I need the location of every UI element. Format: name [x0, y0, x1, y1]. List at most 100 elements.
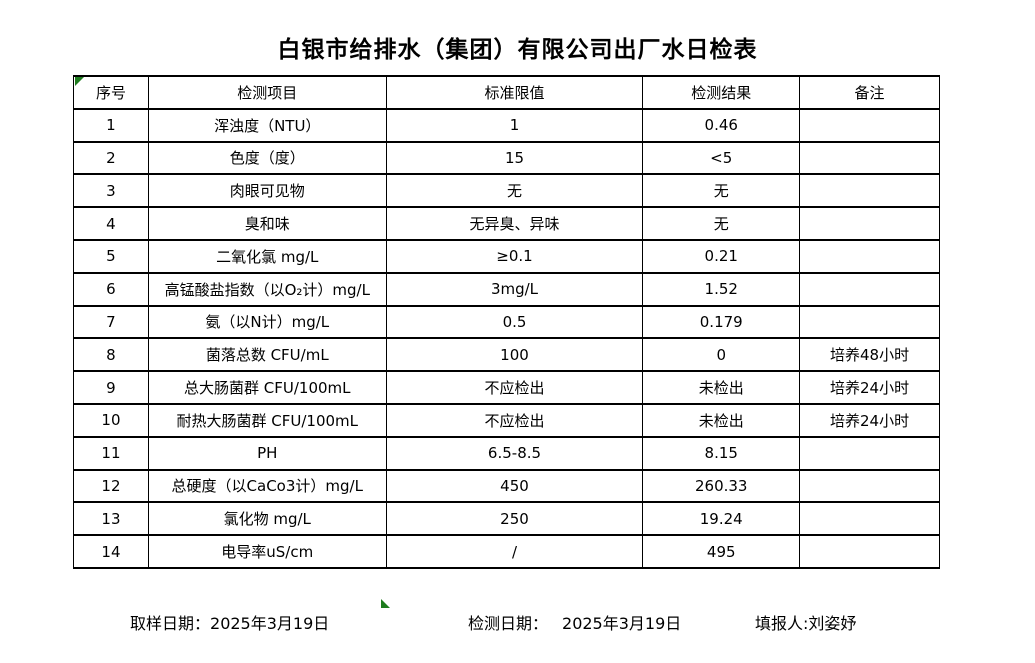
- header-row: 序号 检测项目 标准限值 检测结果 备注: [73, 75, 940, 110]
- cell-remark: [799, 238, 940, 274]
- sampling-date-value: 2025年3月19日: [210, 614, 330, 633]
- table-row: 6 高锰酸盐指数（以O₂计）mg/L 3mg/L 1.52: [73, 271, 940, 307]
- reporter-label: 填报人:: [755, 614, 809, 633]
- cell-result: 未检出: [642, 402, 801, 438]
- table-row: 14 电导率uS/cm / 495: [73, 534, 940, 569]
- cell-serial: 4: [73, 206, 149, 241]
- cell-item: 电导率uS/cm: [147, 534, 387, 569]
- cell-item: 氯化物 mg/L: [147, 501, 387, 537]
- cell-remark: [799, 173, 940, 209]
- cell-result: 0: [642, 337, 801, 373]
- cell-remark: 培养24小时: [799, 402, 940, 438]
- cell-serial: 1: [73, 107, 149, 143]
- cell-item: 菌落总数 CFU/mL: [147, 337, 387, 373]
- testing-date-label: 检测日期：: [468, 614, 549, 633]
- column-header-serial: 序号: [73, 75, 149, 110]
- cell-standard: 不应检出: [385, 370, 644, 405]
- sampling-date: 取样日期：2025年3月19日: [130, 610, 329, 634]
- table-row: 2 色度（度） 15 <5: [73, 140, 940, 176]
- cell-remark: 培养24小时: [799, 370, 940, 405]
- table-row: 13 氯化物 mg/L 250 19.24: [73, 501, 940, 537]
- cell-result: 19.24: [642, 501, 801, 537]
- table-row: 11 PH 6.5-8.5 8.15: [73, 435, 940, 471]
- cell-item: 浑浊度（NTU）: [147, 107, 387, 143]
- cell-standard: ≥0.1: [385, 238, 644, 274]
- cell-result: 495: [642, 534, 801, 569]
- daily-check-table-container: 序号 检测项目 标准限值 检测结果 备注 1 浑浊度（NTU） 1 0.46 2…: [73, 75, 940, 608]
- cell-standard: 15: [385, 140, 644, 176]
- cell-result: <5: [642, 140, 801, 176]
- cell-result: 1.52: [642, 271, 801, 307]
- table-row: 12 总硬度（以CaCo3计）mg/L 450 260.33: [73, 468, 940, 504]
- table-row: 1 浑浊度（NTU） 1 0.46: [73, 107, 940, 143]
- cell-standard: 6.5-8.5: [385, 435, 644, 471]
- cell-serial: 12: [73, 468, 149, 504]
- cell-item: 氨（以N计）mg/L: [147, 304, 387, 340]
- cell-remark: [799, 107, 940, 143]
- cell-remark: 培养48小时: [799, 337, 940, 373]
- cell-item: 总硬度（以CaCo3计）mg/L: [147, 468, 387, 504]
- cell-standard: /: [385, 534, 644, 569]
- cell-standard: 不应检出: [385, 402, 644, 438]
- testing-date-value: 2025年3月19日: [562, 614, 682, 633]
- cell-remark: [799, 468, 940, 504]
- cell-result: 未检出: [642, 370, 801, 405]
- cell-result: 0.21: [642, 238, 801, 274]
- page-title: 白银市给排水（集团）有限公司出厂水日检表: [277, 37, 758, 63]
- table-row: 9 总大肠菌群 CFU/100mL 不应检出 未检出 培养24小时: [73, 370, 940, 405]
- cell-item: 总大肠菌群 CFU/100mL: [147, 370, 387, 405]
- cell-remark: [799, 534, 940, 569]
- cell-item: 耐热大肠菌群 CFU/100mL: [147, 402, 387, 438]
- cell-remark: [799, 501, 940, 537]
- table-row: 7 氨（以N计）mg/L 0.5 0.179: [73, 304, 940, 340]
- cell-serial: 8: [73, 337, 149, 373]
- cell-standard: 450: [385, 468, 644, 504]
- cell-standard: 100: [385, 337, 644, 373]
- cell-standard: 250: [385, 501, 644, 537]
- cell-result: 260.33: [642, 468, 801, 504]
- cell-serial: 5: [73, 238, 149, 274]
- daily-check-table: 序号 检测项目 标准限值 检测结果 备注 1 浑浊度（NTU） 1 0.46 2…: [73, 75, 940, 569]
- cell-serial: 10: [73, 402, 149, 438]
- cell-result: 0.179: [642, 304, 801, 340]
- cell-remark: [799, 304, 940, 340]
- cell-serial: 9: [73, 370, 149, 405]
- column-header-item: 检测项目: [147, 75, 387, 110]
- cell-standard: 无: [385, 173, 644, 209]
- cell-remark: [799, 435, 940, 471]
- cell-remark: [799, 271, 940, 307]
- cell-remark: [799, 206, 940, 241]
- cell-item: 色度（度）: [147, 140, 387, 176]
- cell-item: 臭和味: [147, 206, 387, 241]
- cell-result: 8.15: [642, 435, 801, 471]
- table-row: 10 耐热大肠菌群 CFU/100mL 不应检出 未检出 培养24小时: [73, 402, 940, 438]
- cell-item: 二氧化氯 mg/L: [147, 238, 387, 274]
- cell-serial: 11: [73, 435, 149, 471]
- reporter-name: 刘姿妤: [808, 614, 857, 633]
- table-row: 8 菌落总数 CFU/mL 100 0 培养48小时: [73, 337, 940, 373]
- cell-standard: 3mg/L: [385, 271, 644, 307]
- cell-serial: 14: [73, 534, 149, 569]
- column-header-standard: 标准限值: [385, 75, 644, 110]
- testing-date: 检测日期： 2025年3月19日: [468, 610, 681, 634]
- cell-serial: 2: [73, 140, 149, 176]
- cell-standard: 无异臭、异味: [385, 206, 644, 241]
- cell-result: 无: [642, 206, 801, 241]
- cell-serial: 6: [73, 271, 149, 307]
- cell-result: 无: [642, 173, 801, 209]
- cell-standard: 0.5: [385, 304, 644, 340]
- column-header-remark: 备注: [799, 75, 940, 110]
- reporter: 填报人:刘姿妤: [755, 610, 856, 634]
- cell-standard: 1: [385, 107, 644, 143]
- cell-item: 高锰酸盐指数（以O₂计）mg/L: [147, 271, 387, 307]
- cell-remark: [799, 140, 940, 176]
- column-header-result: 检测结果: [642, 75, 801, 110]
- cell-result: 0.46: [642, 107, 801, 143]
- table-row: 5 二氧化氯 mg/L ≥0.1 0.21: [73, 238, 940, 274]
- excel-bottom-marker-icon: [381, 599, 390, 608]
- table-row: 3 肉眼可见物 无 无: [73, 173, 940, 209]
- cell-item: 肉眼可见物: [147, 173, 387, 209]
- cell-serial: 13: [73, 501, 149, 537]
- table-row: 4 臭和味 无异臭、异味 无: [73, 206, 940, 241]
- cell-serial: 3: [73, 173, 149, 209]
